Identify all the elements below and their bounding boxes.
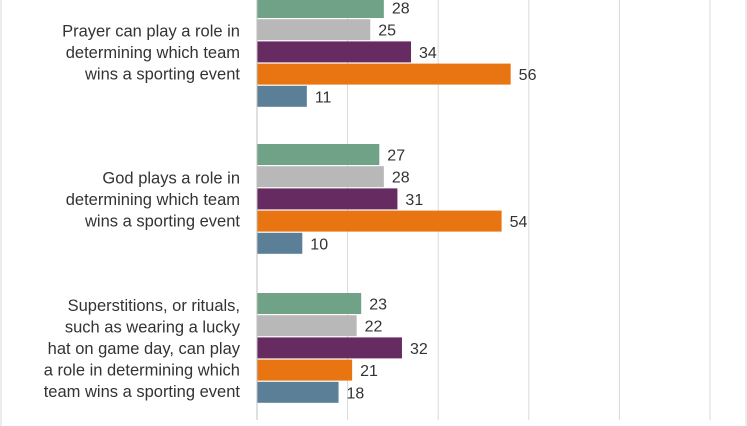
data-label: 32 [410,341,428,358]
data-label: 54 [510,214,528,231]
category-label-line: such as wearing a lucky [65,318,241,336]
data-label: 27 [387,148,405,165]
bar [257,210,502,232]
data-label: 56 [519,67,537,84]
data-label: 22 [365,319,383,336]
category-label: Prayer can play a role in determining whi… [62,22,240,83]
category-label-line: God plays a role in [102,169,240,187]
category-label-line: a role in determining which [44,361,240,379]
data-label: 34 [419,45,437,62]
category-label-line: Prayer can play a role in [62,22,240,40]
data-label: 11 [315,89,332,106]
data-label: 21 [360,363,378,380]
data-label: 25 [378,23,396,40]
bar [257,19,371,41]
bar [257,0,384,18]
bar [257,166,384,188]
bar [257,381,339,403]
category-label-line: determining which team [66,44,240,62]
category-label: God plays a role in determining which tea… [66,169,241,230]
bar [257,188,398,210]
category-label: Superstitions, or rituals, such as wearin… [44,297,241,401]
category-label-line: Superstitions, or rituals, [68,297,240,315]
data-label: 28 [392,1,410,18]
bar [257,293,362,314]
bar [257,63,511,85]
bar [257,315,357,337]
category-label-line: team wins a sporting event [44,383,241,401]
data-label: 18 [347,385,365,402]
category-label-line: wins a sporting event [84,212,240,230]
data-label: 28 [392,170,410,187]
data-label: 23 [369,297,387,314]
bar [257,337,402,359]
data-label: 31 [405,192,423,209]
bar [257,85,307,107]
bar [257,359,353,381]
category-label-line: determining which team [66,191,240,209]
bar [257,41,412,63]
category-label-line: wins a sporting event [84,65,240,83]
data-label: 10 [310,236,328,253]
bar [257,144,380,165]
category-label-line: hat on game day, can play [48,340,241,358]
bar [257,232,303,254]
